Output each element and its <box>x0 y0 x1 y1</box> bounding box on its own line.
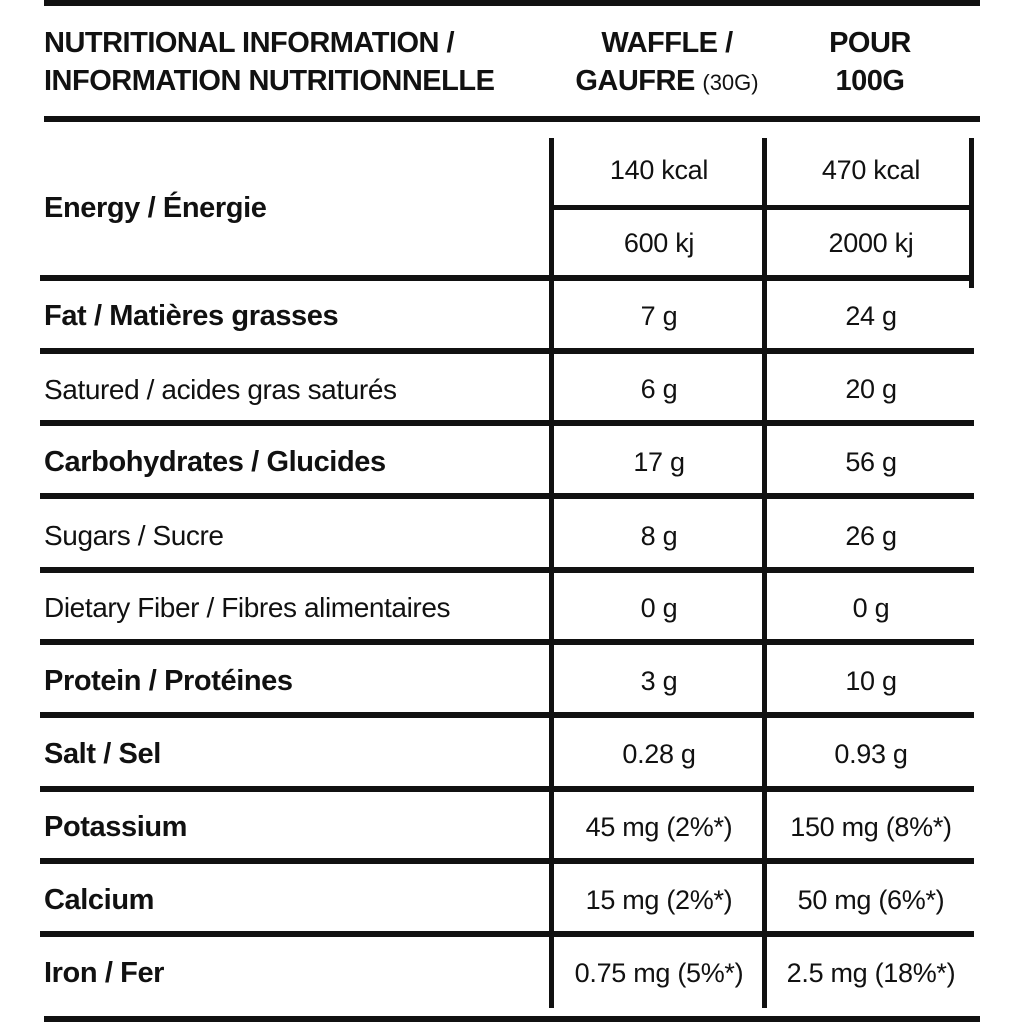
header-rule <box>44 116 980 122</box>
nutrient-label-potassium: Potassium <box>44 811 188 843</box>
row-rule <box>40 275 974 281</box>
energy-label: Energy / Énergie <box>44 192 267 224</box>
nutrient-serving-fat: 7 g <box>640 301 678 331</box>
serving-size: (30G) <box>702 70 759 95</box>
nutrient-per100-fat: 24 g <box>845 301 897 331</box>
nutrient-label-fat: Fat / Matières grasses <box>44 300 339 332</box>
bottom-rule <box>44 1016 980 1022</box>
row-rule <box>40 858 974 864</box>
nutrient-label-iron: Iron / Fer <box>44 957 165 989</box>
nutrient-label-fiber: Dietary Fiber / Fibres alimentaires <box>44 592 451 623</box>
table-title-line2: INFORMATION NUTRITIONNELLE <box>44 65 495 97</box>
nutrient-serving-iron: 0.75 mg (5%*) <box>574 958 744 988</box>
nutrient-per100-calcium: 50 mg (6%*) <box>797 885 945 915</box>
energy-kj-serving: 600 kj <box>623 228 695 258</box>
nutrient-per100-iron: 2.5 mg (18%*) <box>786 958 956 988</box>
nutrient-per100-salt: 0.93 g <box>834 739 908 769</box>
column-header-per100-line1: POUR <box>829 27 911 59</box>
table-title-line1: NUTRITIONAL INFORMATION / <box>44 27 455 59</box>
table-title: NUTRITIONAL INFORMATION / INFORMATION NU… <box>44 24 495 100</box>
nutrient-serving-calcium: 15 mg (2%*) <box>585 885 733 915</box>
column-header-serving-line2: GAUFRE <box>575 65 695 97</box>
nutrient-label-salt: Salt / Sel <box>44 738 161 770</box>
nutrient-serving-salt: 0.28 g <box>622 739 696 769</box>
nutrient-per100-protein: 10 g <box>845 666 897 696</box>
column-divider-left <box>549 138 554 1008</box>
row-rule <box>40 639 974 645</box>
column-divider-middle <box>762 138 767 1008</box>
nutrient-label-sugars: Sugars / Sucre <box>44 520 224 551</box>
energy-kcal-per100: 470 kcal <box>821 155 921 185</box>
energy-kj-per100: 2000 kj <box>828 228 914 258</box>
column-header-serving: WAFFLE / GAUFRE (30G) <box>560 24 774 102</box>
nutrient-serving-fiber: 0 g <box>640 593 678 623</box>
nutrient-label-calcium: Calcium <box>44 884 155 916</box>
column-divider-right <box>969 138 974 288</box>
column-header-per100-line2: 100G <box>835 65 905 97</box>
energy-kcal-serving: 140 kcal <box>609 155 709 185</box>
energy-split-rule <box>549 205 974 210</box>
nutrient-per100-sugars: 26 g <box>845 521 897 551</box>
nutrient-serving-potassium: 45 mg (2%*) <box>585 812 733 842</box>
row-rule <box>40 348 974 354</box>
row-rule <box>40 420 974 426</box>
nutrient-serving-carbohydrates: 17 g <box>633 447 685 477</box>
nutrient-serving-protein: 3 g <box>640 666 678 696</box>
column-header-per100: POUR 100G <box>800 24 940 100</box>
row-rule <box>40 931 974 937</box>
top-rule <box>44 0 980 6</box>
nutrient-label-protein: Protein / Protéines <box>44 665 293 697</box>
nutrient-per100-saturated: 20 g <box>845 374 897 404</box>
nutrient-serving-sugars: 8 g <box>640 521 678 551</box>
row-rule <box>40 786 974 792</box>
row-rule <box>40 567 974 573</box>
nutrient-label-carbohydrates: Carbohydrates / Glucides <box>44 446 386 478</box>
nutrient-per100-carbohydrates: 56 g <box>845 447 897 477</box>
nutrient-per100-potassium: 150 mg (8%*) <box>790 812 952 842</box>
nutrient-per100-fiber: 0 g <box>852 593 890 623</box>
column-header-serving-line1: WAFFLE / <box>601 27 733 59</box>
nutrient-serving-saturated: 6 g <box>640 374 678 404</box>
row-rule <box>40 493 974 499</box>
nutrient-label-saturated: Satured / acides gras saturés <box>44 374 397 405</box>
row-rule <box>40 712 974 718</box>
